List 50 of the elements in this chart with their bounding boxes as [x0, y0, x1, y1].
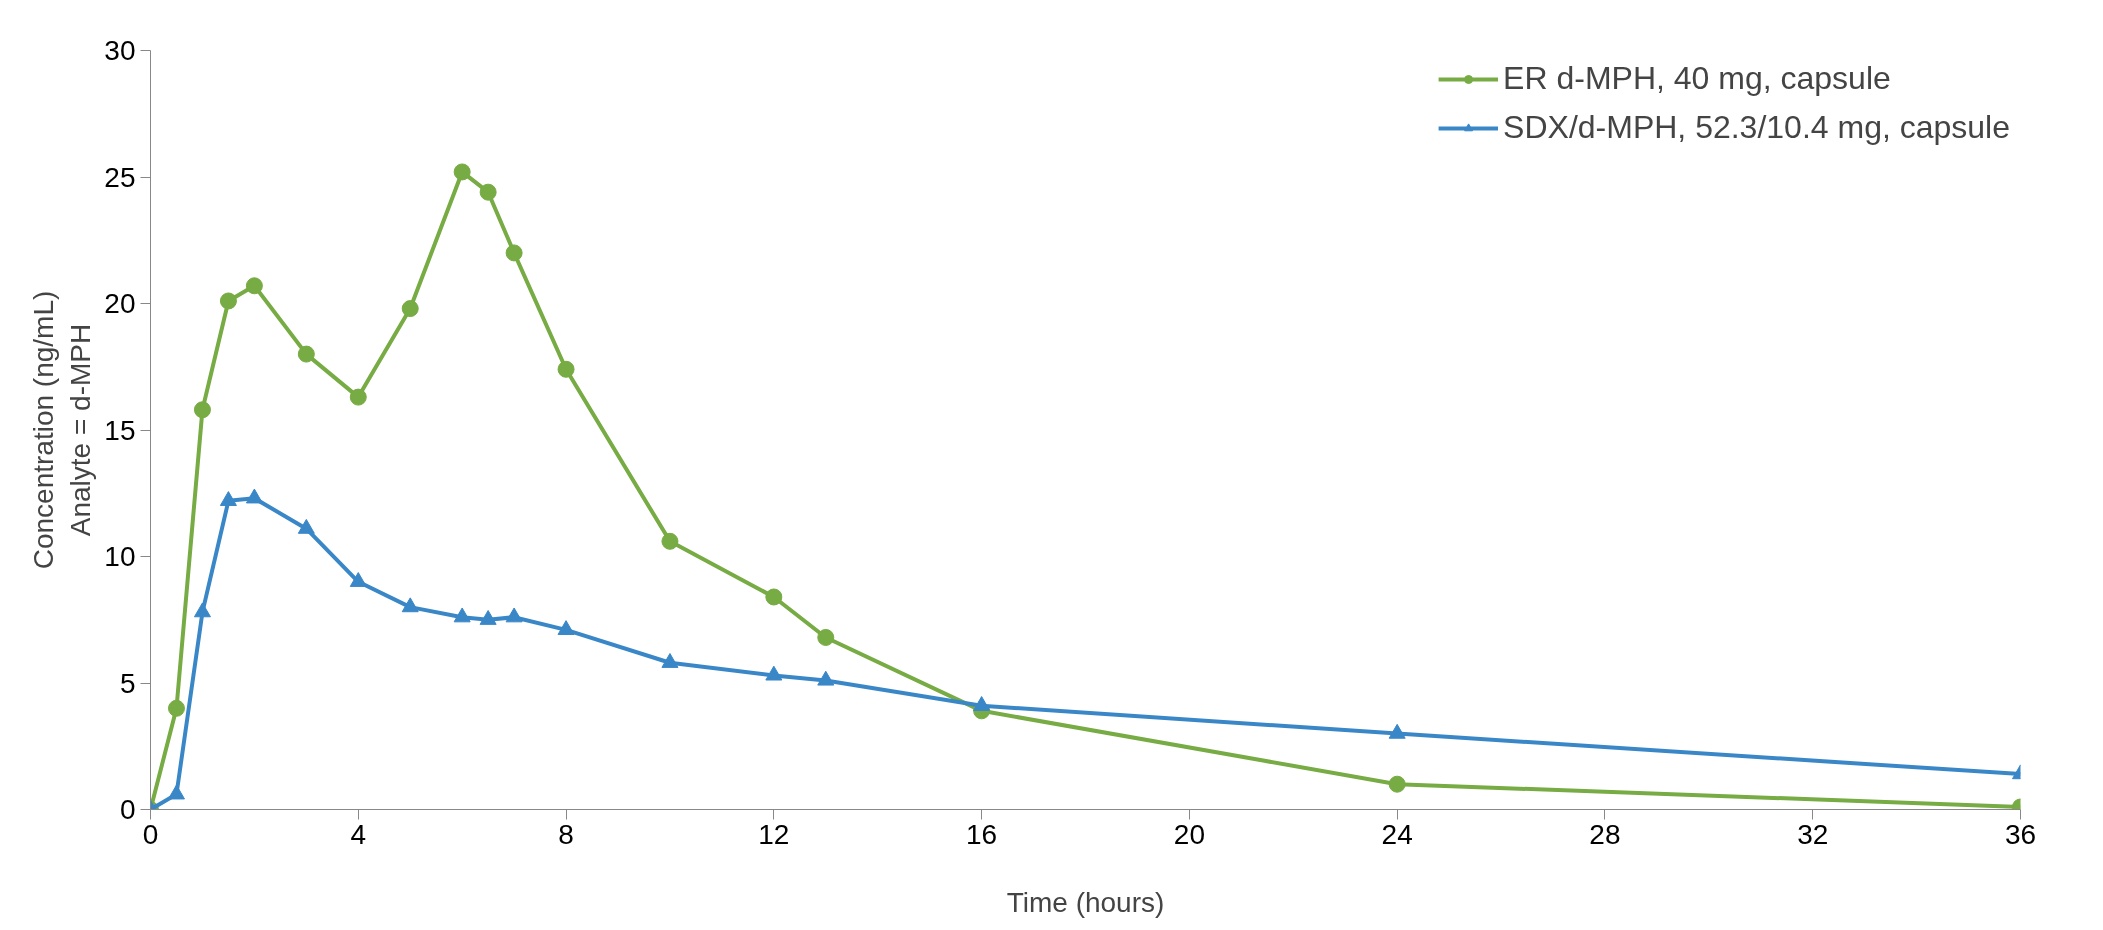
point — [765, 665, 783, 681]
x-tick-label: 28 — [1589, 818, 1621, 850]
point — [219, 292, 237, 310]
point — [245, 277, 263, 295]
point — [401, 300, 419, 318]
point — [219, 491, 237, 506]
point — [505, 607, 523, 623]
point — [453, 163, 471, 181]
x-tick-label: 24 — [1381, 818, 1413, 850]
point — [817, 670, 835, 686]
legend-label: SDX/d-MPH, 52.3/10.4 mg, capsule — [1503, 109, 2010, 146]
x-tick-label: 8 — [558, 818, 574, 850]
x-tick-label: 32 — [1797, 818, 1829, 850]
point — [401, 597, 419, 613]
x-tick-label: 16 — [966, 818, 998, 850]
point — [193, 602, 211, 618]
point — [765, 588, 783, 606]
point — [349, 572, 367, 587]
point — [1388, 723, 1406, 739]
point — [661, 653, 679, 668]
y-tick-label: 25 — [104, 161, 136, 193]
y-tick-label: 30 — [104, 35, 136, 66]
point — [973, 696, 991, 711]
point — [479, 610, 497, 625]
point — [557, 360, 575, 378]
x-tick-label: 12 — [758, 818, 790, 850]
y-tick-label: 0 — [119, 794, 136, 825]
y-tick-label: 20 — [104, 288, 136, 319]
point — [479, 183, 497, 201]
point — [349, 388, 367, 406]
x-axis-title: Time (hours) — [1006, 886, 1165, 918]
point — [661, 532, 679, 550]
x-tick-label: 36 — [2004, 818, 2037, 850]
point — [167, 784, 185, 800]
y-tick-label: 15 — [104, 414, 136, 446]
y-tick-label: 5 — [119, 667, 136, 699]
point — [817, 628, 835, 646]
point — [193, 401, 211, 419]
x-tick-label: 4 — [350, 818, 367, 850]
point — [453, 607, 471, 623]
point — [297, 345, 315, 363]
legend-label: ER d-MPH, 40 mg, capsule — [1503, 60, 1891, 97]
y-tick-label: 10 — [104, 541, 136, 572]
point — [245, 488, 263, 504]
y-axis-title: Concentration (ng/mL) Analyte = d-MPH — [28, 290, 97, 570]
point — [557, 620, 575, 635]
point — [297, 518, 315, 534]
point — [505, 244, 523, 262]
x-tick-label: 20 — [1173, 818, 1205, 850]
x-tick-label: 0 — [142, 818, 159, 850]
